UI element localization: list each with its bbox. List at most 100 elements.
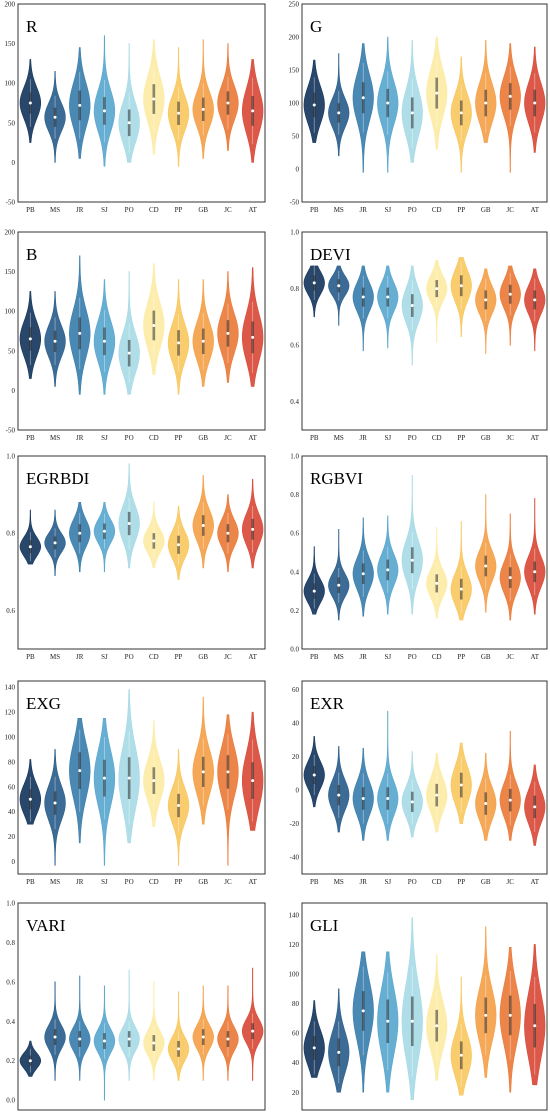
violin-cd <box>426 259 448 343</box>
median-dot <box>226 770 230 774</box>
median-dot <box>459 111 463 115</box>
panel-vari: 0.00.20.40.60.81.0PBMSJRSJPOCDPPGBJCATVA… <box>6 900 266 1111</box>
violin-pb <box>303 546 325 615</box>
median-dot <box>251 109 255 113</box>
x-tick-label: AT <box>530 878 539 886</box>
median-dot <box>484 564 488 568</box>
panel-title: VARI <box>26 916 66 935</box>
x-tick-label: PP <box>175 206 183 214</box>
x-tick-label: PB <box>26 206 35 214</box>
x-tick-label: JR <box>76 878 84 886</box>
x-tick-label: JR <box>360 206 368 214</box>
violin-sj <box>377 710 399 841</box>
violin-po <box>401 475 423 615</box>
x-tick-label: SJ <box>101 206 108 214</box>
x-tick-label: PP <box>175 434 183 442</box>
median-dot <box>152 1041 156 1045</box>
x-tick-label: SJ <box>101 434 108 442</box>
median-dot <box>177 804 181 808</box>
median-dot <box>361 1009 365 1013</box>
median-dot <box>102 776 106 780</box>
y-tick-label: 100 <box>289 100 300 108</box>
x-tick-label: PO <box>408 878 417 886</box>
median-dot <box>226 1037 230 1041</box>
panel-gli: 20406080100120140PBMSJRSJPOCDPPGBJCATGLI <box>289 902 548 1111</box>
y-tick-label: 100 <box>289 970 300 978</box>
violin-jr <box>352 265 374 352</box>
median-dot <box>152 779 156 783</box>
y-tick-label: 60 <box>292 1030 300 1038</box>
y-tick-label: 0.2 <box>290 607 299 615</box>
x-tick-label: GB <box>198 878 208 886</box>
plot-frame <box>301 455 548 650</box>
median-dot <box>312 103 316 107</box>
median-dot <box>28 101 32 105</box>
x-tick-label: GB <box>481 206 491 214</box>
y-tick-label: 0.4 <box>290 568 299 576</box>
x-tick-label: MS <box>50 653 60 661</box>
panel-title: G <box>310 17 322 36</box>
x-tick-label: AT <box>530 653 539 661</box>
median-dot <box>127 522 131 526</box>
x-tick-label: PB <box>310 653 319 661</box>
y-tick-label: 0.0 <box>290 646 299 654</box>
x-tick-label: SJ <box>384 206 391 214</box>
y-tick-label: 0 <box>296 787 300 795</box>
x-tick-label: JR <box>360 653 368 661</box>
x-tick-label: SJ <box>101 878 108 886</box>
x-tick-label: PB <box>26 653 35 661</box>
y-tick-label: 100 <box>5 80 16 88</box>
median-dot <box>152 539 156 543</box>
median-dot <box>152 97 156 101</box>
median-dot <box>152 323 156 327</box>
x-tick-label: GB <box>198 653 208 661</box>
x-tick-label: PB <box>26 878 35 886</box>
violin-ms <box>328 529 350 621</box>
median-dot <box>201 770 205 774</box>
x-tick-label: MS <box>50 206 60 214</box>
median-dot <box>102 109 106 113</box>
x-tick-label: JC <box>224 434 232 442</box>
median-dot <box>337 111 341 115</box>
violin-pp <box>167 991 190 1081</box>
y-tick-label: -50 <box>290 199 300 207</box>
median-dot <box>410 1019 414 1023</box>
x-tick-label: JC <box>224 878 232 886</box>
x-tick-label: CD <box>149 206 159 214</box>
x-tick-label: CD <box>149 878 159 886</box>
y-tick-label: 20 <box>8 833 16 841</box>
x-tick-label: PB <box>310 434 319 442</box>
median-dot <box>102 339 106 343</box>
violin-sj <box>377 265 399 349</box>
x-tick-label: AT <box>248 206 257 214</box>
y-tick-label: 50 <box>8 347 16 355</box>
median-dot <box>386 101 390 105</box>
median-dot <box>533 298 537 302</box>
y-tick-label: 60 <box>8 783 16 791</box>
y-tick-label: 0.8 <box>6 530 15 538</box>
violin-pb <box>19 509 42 565</box>
y-tick-label: 50 <box>292 133 300 141</box>
median-dot <box>102 529 106 533</box>
y-tick-label: 0 <box>12 387 16 395</box>
y-tick-label: 0.8 <box>290 285 299 293</box>
x-tick-label: JC <box>507 206 515 214</box>
x-tick-label: SJ <box>384 653 391 661</box>
y-tick-label: 0.8 <box>290 491 299 499</box>
median-dot <box>435 1024 439 1028</box>
y-tick-label: 0.6 <box>290 342 299 350</box>
median-dot <box>386 568 390 572</box>
panel-exr: -40 -20 0 20 40 60 PB MS JR SJ PO CD PP GB JC AT EXR <box>290 680 548 886</box>
x-tick-label: CD <box>432 878 442 886</box>
violin-ms <box>328 265 350 326</box>
panel-egrbdi: 0.6 0.8 1.0 PB MS JR SJ PO CD PP GB JC AT EGRBDI <box>6 453 266 661</box>
median-dot <box>102 1039 106 1043</box>
y-tick-label: 0.6 <box>6 607 15 615</box>
y-tick-label: 0 <box>296 166 300 174</box>
median-dot <box>28 797 32 801</box>
panel-rgbvi: 0.0 0.2 0.4 0.6 0.8 1.0 PB MS JR SJ PO CD PP GB JC AT RG… <box>290 453 548 661</box>
violin-cd <box>143 981 165 1081</box>
violin-jc <box>499 731 521 841</box>
violin-gb <box>475 494 497 613</box>
median-dot <box>533 570 537 574</box>
